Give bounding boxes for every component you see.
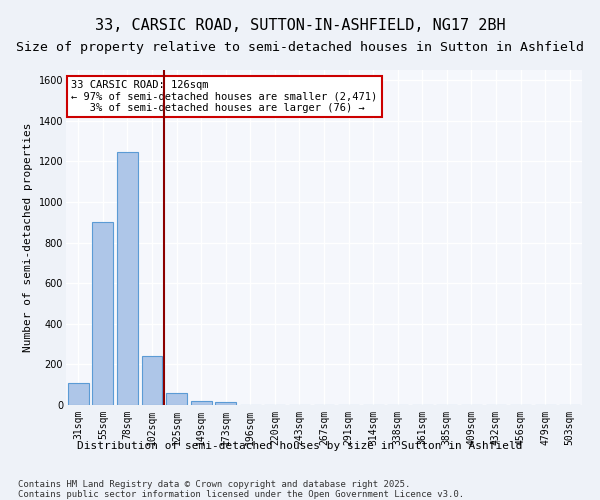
Text: 33, CARSIC ROAD, SUTTON-IN-ASHFIELD, NG17 2BH: 33, CARSIC ROAD, SUTTON-IN-ASHFIELD, NG1… [95, 18, 505, 32]
Text: 33 CARSIC ROAD: 126sqm
← 97% of semi-detached houses are smaller (2,471)
   3% o: 33 CARSIC ROAD: 126sqm ← 97% of semi-det… [71, 80, 377, 113]
Bar [142, 356, 163, 405]
Bar [215, 402, 236, 405]
Bar [117, 152, 138, 405]
Text: Size of property relative to semi-detached houses in Sutton in Ashfield: Size of property relative to semi-detach… [16, 41, 584, 54]
Y-axis label: Number of semi-detached properties: Number of semi-detached properties [23, 122, 33, 352]
Bar [92, 222, 113, 405]
Text: Contains HM Land Registry data © Crown copyright and database right 2025.
Contai: Contains HM Land Registry data © Crown c… [18, 480, 464, 500]
Text: Distribution of semi-detached houses by size in Sutton in Ashfield: Distribution of semi-detached houses by … [77, 441, 523, 451]
Bar [191, 402, 212, 405]
Bar [68, 384, 89, 405]
Bar [166, 393, 187, 405]
